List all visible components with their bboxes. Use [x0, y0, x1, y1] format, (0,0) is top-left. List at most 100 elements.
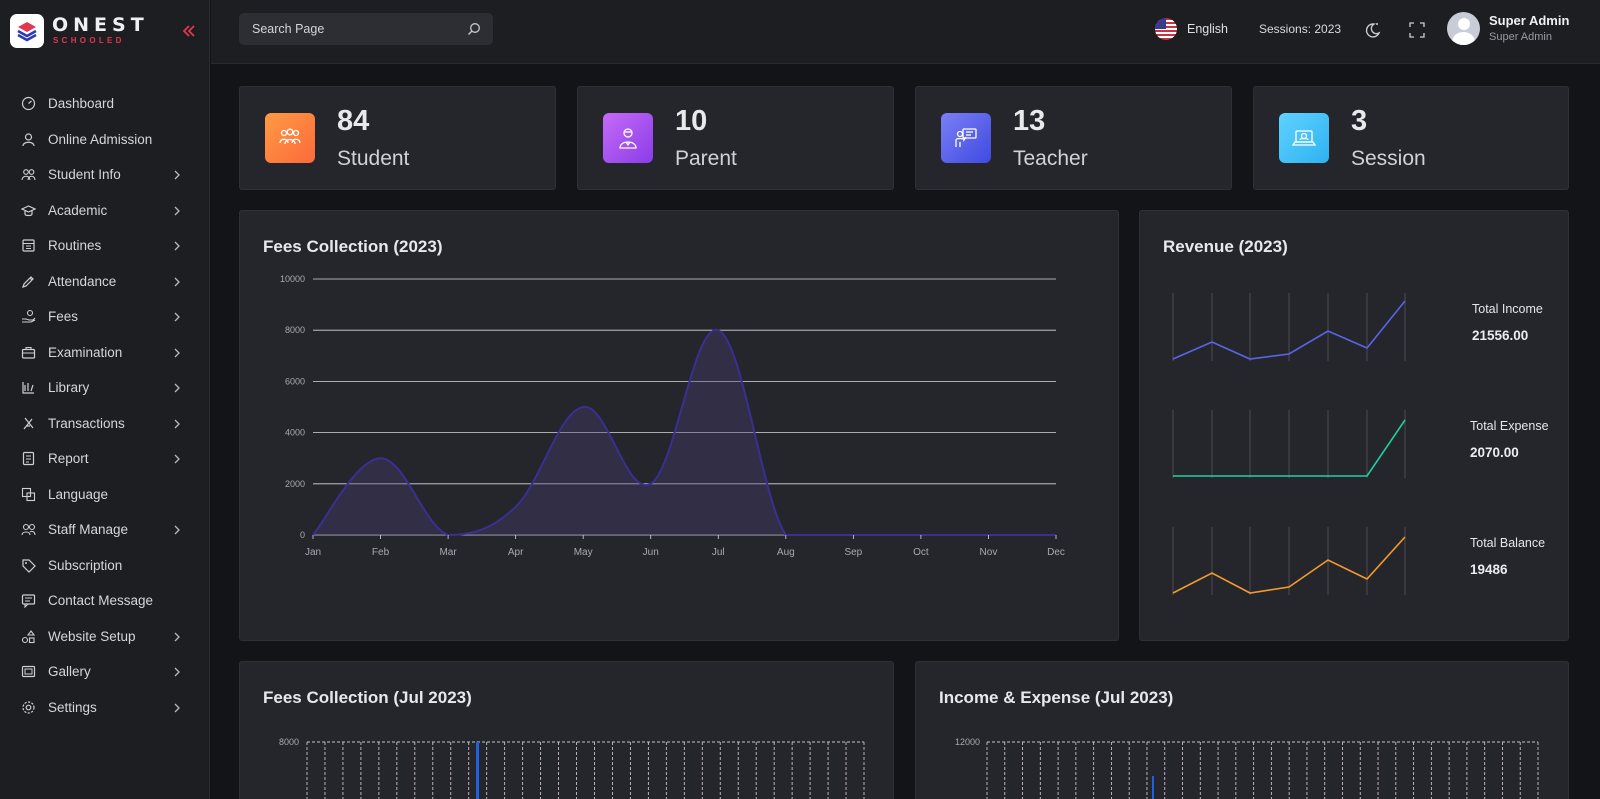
balance-sparkline	[1172, 536, 1406, 594]
fees-line	[312, 329, 1056, 537]
sidebar-item-dashboard[interactable]: Dashboard	[0, 86, 210, 122]
language-icon	[21, 487, 36, 502]
collapse-sidebar-icon[interactable]	[182, 24, 196, 42]
tag-icon	[21, 558, 36, 573]
stat-card-teacher[interactable]: 13 Teacher	[915, 86, 1232, 190]
x-tick-label: Jan	[305, 547, 321, 558]
brand-name: ONEST	[52, 14, 149, 36]
sidebar-item-label: Staff Manage	[48, 522, 129, 538]
monthly-fees-chart[interactable]: 8000	[240, 662, 895, 799]
chevron-right-icon	[170, 665, 184, 679]
brand[interactable]: ONEST SCHOOLED	[10, 14, 200, 50]
sidebar-item-label: Contact Message	[48, 593, 154, 609]
total-balance-label: Total Balance	[1470, 536, 1546, 550]
chevron-right-icon	[170, 310, 184, 324]
income-sparkline	[1172, 300, 1406, 360]
sidebar-item-contact-message[interactable]: Contact Message	[0, 583, 210, 619]
monthly-fees-title: Fees Collection (Jul 2023)	[263, 688, 472, 707]
brand-tagline: SCHOOLED	[53, 36, 125, 45]
fees-collection-chart[interactable]: 0 2000 4000 6000 8000 10000 Jan Feb Mar Apr May Jun…	[240, 211, 1120, 642]
revenue-title: Revenue (2023)	[1163, 237, 1288, 256]
feather-icon	[21, 416, 36, 431]
search-input[interactable]	[239, 13, 459, 45]
y-tick-label: 12000	[955, 737, 980, 747]
sidebar-item-label: Library	[48, 380, 90, 396]
logo-icon	[10, 14, 44, 48]
y-tick-label: 0	[300, 530, 305, 540]
stat-value: 84	[337, 105, 370, 137]
chevron-right-icon	[170, 701, 184, 715]
sidebar-item-fees[interactable]: Fees	[0, 299, 210, 335]
x-tick-label: Jul	[712, 547, 725, 558]
revenue-sparklines	[1172, 293, 1406, 595]
user-menu[interactable]: Super Admin Super Admin	[1447, 12, 1597, 48]
chevron-right-icon	[170, 630, 184, 644]
sidebar-item-label: Settings	[48, 699, 97, 715]
chevron-right-icon	[170, 381, 184, 395]
stat-card-student[interactable]: 84 Student	[239, 86, 556, 190]
sidebar-item-label: Transactions	[48, 415, 125, 431]
stat-card-session[interactable]: 3 Session	[1253, 86, 1569, 190]
message-icon	[21, 593, 36, 609]
stat-card-parent[interactable]: 10 Parent	[577, 86, 894, 190]
y-tick-label: 10000	[280, 274, 305, 284]
sidebar-item-label: Subscription	[48, 557, 123, 573]
sidebar-item-label: Routines	[48, 238, 102, 254]
chevron-right-icon	[170, 452, 184, 466]
language-selector[interactable]: English	[1155, 18, 1228, 40]
sidebar-item-academic[interactable]: Academic	[0, 193, 210, 229]
search-box	[239, 13, 493, 45]
bar	[1152, 776, 1154, 799]
bar	[476, 742, 479, 799]
income-expense-chart[interactable]: 12000	[916, 662, 1570, 799]
sidebar: ONEST SCHOOLED Dashboard Online Admission…	[0, 0, 210, 799]
chevron-right-icon	[170, 346, 184, 360]
sidebar-item-examination[interactable]: Examination	[0, 335, 210, 371]
x-tick-label: Jun	[643, 547, 659, 558]
sessions-selector[interactable]: Sessions: 2023	[1259, 22, 1342, 36]
sidebar-item-online-admission[interactable]: Online Admission	[0, 122, 210, 158]
y-tick-label: 8000	[279, 737, 299, 747]
avatar	[1447, 12, 1480, 45]
parent-icon	[603, 113, 653, 163]
chevron-right-icon	[170, 275, 184, 289]
sidebar-item-staff-manage[interactable]: Staff Manage	[0, 512, 210, 548]
sidebar-item-label: Gallery	[48, 664, 91, 680]
sidebar-item-attendance[interactable]: Attendance	[0, 264, 210, 300]
chevron-right-icon	[170, 417, 184, 431]
dark-mode-icon[interactable]	[1364, 21, 1382, 44]
total-expense-value: 2070.00	[1470, 445, 1519, 460]
sidebar-item-report[interactable]: Report	[0, 441, 210, 477]
sidebar-item-settings[interactable]: Settings	[0, 690, 210, 726]
search-icon[interactable]	[467, 22, 481, 41]
users-group-icon	[21, 167, 36, 182]
briefcase-icon	[21, 345, 36, 360]
sidebar-item-student-info[interactable]: Student Info	[0, 157, 210, 193]
sidebar-item-label: Examination	[48, 344, 123, 360]
calendar-icon	[21, 238, 36, 253]
chevron-right-icon	[170, 204, 184, 218]
sidebar-item-transactions[interactable]: Transactions	[0, 406, 210, 442]
x-tick-label: Aug	[777, 547, 795, 558]
fees-collection-card: Fees Collection (2023) 0 2000 4000 6000 8000…	[239, 210, 1119, 641]
topbar: English Sessions: 2023 Super Admin Super…	[211, 0, 1600, 64]
y-tick-label: 4000	[285, 428, 305, 438]
fullscreen-icon[interactable]	[1409, 22, 1425, 43]
sidebar-item-gallery[interactable]: Gallery	[0, 654, 210, 690]
graduation-cap-icon	[21, 203, 36, 218]
session-icon	[1279, 113, 1329, 163]
sidebar-item-label: Student Info	[48, 167, 121, 183]
sidebar-item-subscription[interactable]: Subscription	[0, 548, 210, 584]
pen-icon	[21, 274, 36, 289]
chevron-right-icon	[170, 239, 184, 253]
students-icon	[265, 113, 315, 163]
gallery-icon	[21, 664, 36, 679]
fees-collection-title: Fees Collection (2023)	[263, 237, 443, 256]
sidebar-item-language[interactable]: Language	[0, 477, 210, 513]
sidebar-nav: Dashboard Online Admission Student Info Aca…	[0, 86, 210, 725]
sidebar-item-label: Fees	[48, 309, 79, 325]
sidebar-item-routines[interactable]: Routines	[0, 228, 210, 264]
sidebar-item-website-setup[interactable]: Website Setup	[0, 619, 210, 655]
sidebar-item-library[interactable]: Library	[0, 370, 210, 406]
x-tick-label: Feb	[372, 547, 390, 558]
